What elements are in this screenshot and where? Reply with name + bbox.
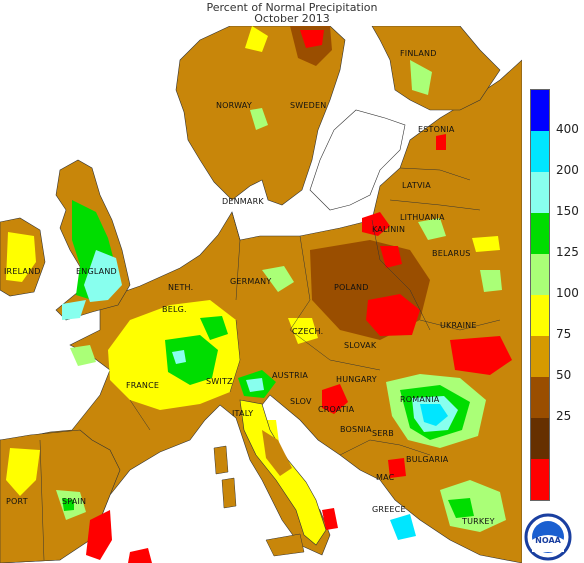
legend-colorbar <box>530 89 550 501</box>
label-slovak: SLOVAK <box>344 341 377 350</box>
label-belg: BELG. <box>162 305 187 314</box>
label-italy: ITALY <box>232 409 253 418</box>
legend-tick: 125 <box>556 245 579 259</box>
legend-tick: 25 <box>556 409 572 423</box>
label-latvia: LATVIA <box>402 181 431 190</box>
label-france: FRANCE <box>126 381 159 390</box>
label-denmark: DENMARK <box>222 197 264 206</box>
label-austria: AUSTRIA <box>272 371 308 380</box>
legend-tick: 100 <box>556 286 579 300</box>
label-turkey: TURKEY <box>461 517 495 526</box>
legend-tick: 75 <box>556 327 572 341</box>
label-neth: NETH. <box>168 283 193 292</box>
label-ireland: IRELAND <box>4 267 41 276</box>
legend-band <box>531 377 549 418</box>
label-serb: SERB <box>372 429 394 438</box>
legend-band <box>531 90 549 131</box>
label-slov: SLOV <box>290 397 312 406</box>
label-bosnia: BOSNIA <box>340 425 372 434</box>
noaa-logo-text: NOAA <box>535 536 561 545</box>
legend-tick: 50 <box>556 368 572 382</box>
legend-tick: 400 <box>556 122 579 136</box>
label-czech: CZECH. <box>292 327 323 336</box>
noaa-logo: NOAA <box>524 513 572 561</box>
legend-band <box>531 172 549 213</box>
legend-band <box>531 459 549 500</box>
legend-band <box>531 254 549 295</box>
label-bulgaria: BULGARIA <box>406 455 449 464</box>
label-hungary: HUNGARY <box>336 375 377 384</box>
label-greece: GREECE <box>372 505 406 514</box>
legend-tick: 150 <box>556 204 579 218</box>
legend-band <box>531 295 549 336</box>
label-kalinin: KALININ <box>372 225 405 234</box>
legend-tick: 200 <box>556 163 579 177</box>
legend-band <box>531 336 549 377</box>
label-lithuania: LITHUANIA <box>400 213 445 222</box>
legend-band <box>531 213 549 254</box>
label-england: ENGLAND <box>76 267 117 276</box>
map-title: Percent of Normal Precipitation <box>206 1 378 14</box>
label-poland: POLAND <box>334 283 369 292</box>
legend-band <box>531 418 549 459</box>
label-croatia: CROATIA <box>318 405 355 414</box>
label-spain: SPAIN <box>62 497 86 506</box>
map-subtitle: October 2013 <box>254 12 330 25</box>
label-romania: ROMANIA <box>400 395 440 404</box>
legend-band <box>531 131 549 172</box>
label-belarus: BELARUS <box>432 249 471 258</box>
label-estonia: ESTONIA <box>418 125 455 134</box>
label-mac: MAC <box>376 473 395 482</box>
label-switz: SWITZ <box>206 377 233 386</box>
label-norway: NORWAY <box>216 101 252 110</box>
label-germany: GERMANY <box>230 277 271 286</box>
label-finland: FINLAND <box>400 49 437 58</box>
label-sweden: SWEDEN <box>290 101 326 110</box>
label-port: PORT <box>6 497 28 506</box>
label-ukraine: UKRAINE <box>440 321 477 330</box>
